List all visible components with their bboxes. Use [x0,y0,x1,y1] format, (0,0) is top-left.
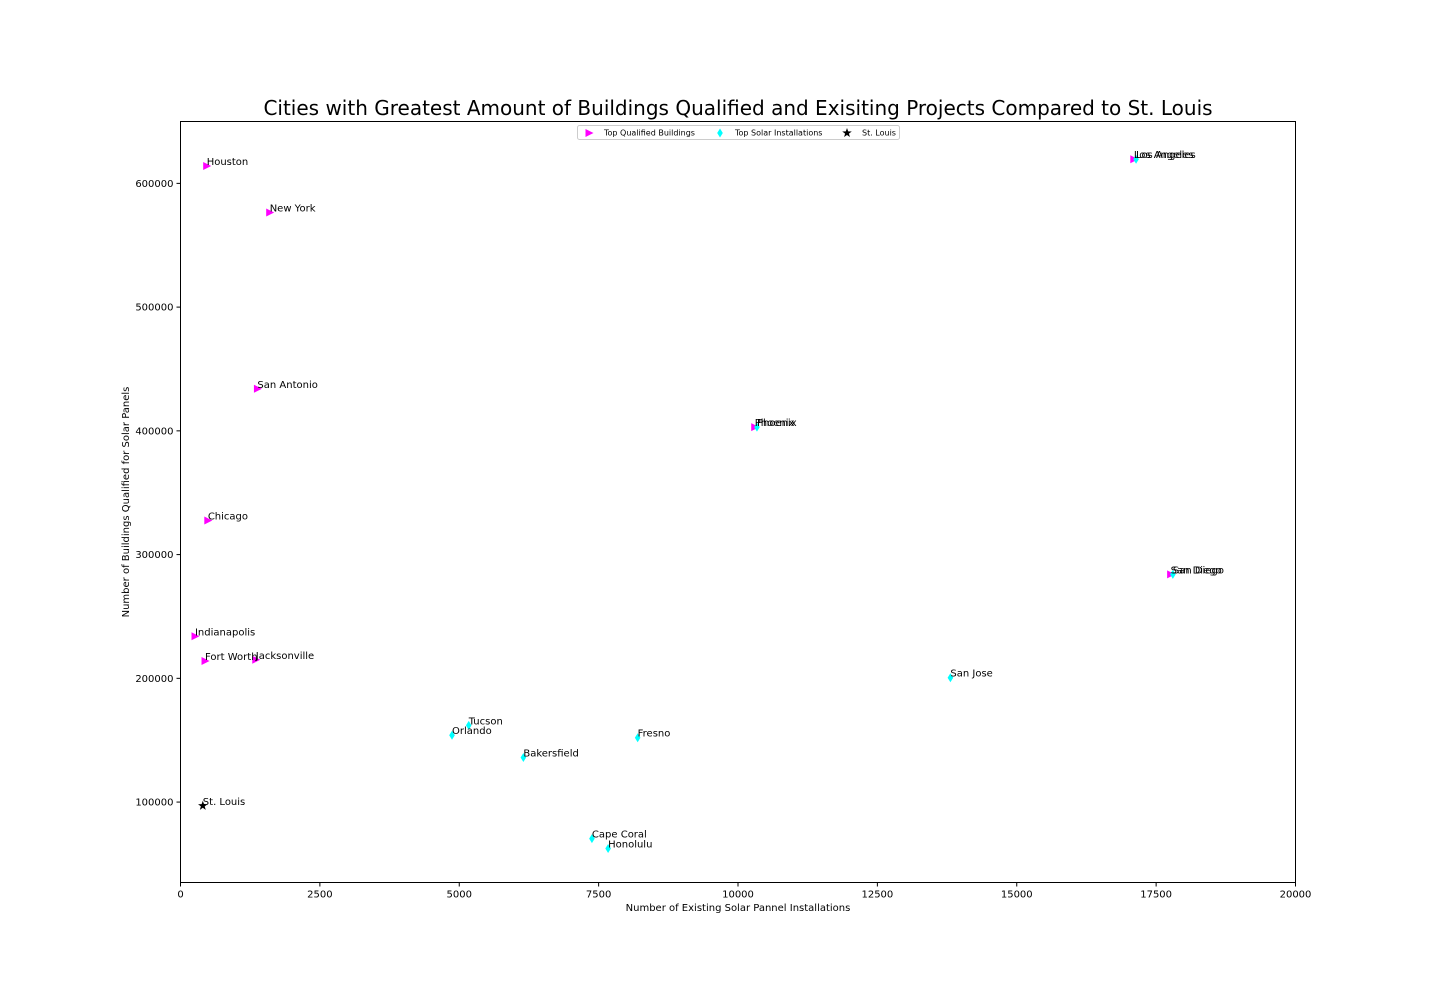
point-label: New York [270,203,316,214]
x-tick-label: 0 [177,890,183,901]
x-tick-label: 17500 [1140,890,1172,901]
data-point [266,208,275,217]
data-point [465,720,472,730]
y-tick-label: 400000 [135,426,173,437]
legend-entry: Top Solar Installations [734,129,822,138]
point-label: Phoenix [755,418,795,429]
point-label: San Diego [1171,565,1222,576]
x-tick-label: 12500 [861,890,893,901]
data-point [634,733,641,743]
data-point [191,632,200,641]
point-label: Los Angeles [1134,150,1194,161]
point-label: Tucson [468,716,503,727]
data-point [754,422,760,432]
point-label: Los Angeles [1136,150,1196,161]
legend-marker [842,128,852,138]
data-point [201,657,210,666]
data-point [253,384,262,393]
x-tick-label: 10000 [722,890,754,901]
point-labels: Houston New York San Antonio Chicago Indiana… [195,150,1224,850]
legend: Top Qualified Buildings Top Solar Install… [577,125,900,140]
legend-marker [585,129,594,137]
x-tick-label: 2500 [307,890,332,901]
data-point [449,730,455,740]
point-label: San Diego [1173,565,1224,576]
point-label: Houston [207,157,249,168]
y-tick-label: 500000 [135,303,173,314]
legend-entry: Top Qualified Buildings [603,129,695,138]
data-point [1133,154,1139,164]
chart-title: Cities with Greatest Amount of Buildings… [263,96,1212,120]
data-point [520,753,527,763]
point-label: Fort Worth [205,652,258,663]
point-label: Honolulu [608,839,652,850]
point-label: Phoenix [757,418,797,429]
legend-box [577,125,900,140]
data-point [947,673,954,683]
data-point [589,834,595,844]
y-tick-label: 600000 [135,179,173,190]
point-label: St. Louis [203,797,245,808]
x-tick-label: 15000 [1001,890,1033,901]
data-point [198,800,208,810]
data-point [252,655,261,664]
point-label: Jacksonville [255,651,314,662]
point-label: San Jose [950,669,992,680]
x-tick-label: 7500 [586,890,611,901]
data-points [191,154,1176,853]
x-tick-label: 5000 [447,890,472,901]
point-label: Cape Coral [592,830,647,841]
data-point [204,516,213,525]
point-label: Orlando [452,726,492,737]
point-label: Chicago [208,512,248,523]
legend-marker [717,128,723,138]
point-label: Fresno [638,729,671,740]
y-tick-label: 200000 [135,674,173,685]
point-label: San Antonio [257,380,317,391]
y-axis-label: Number of Buildings Qualified for Solar … [121,387,132,618]
plot-area-frame [180,121,1296,883]
legend-entry: St. Louis [862,129,896,138]
x-tick-label: 20000 [1280,890,1312,901]
data-point [605,843,611,853]
data-point [203,162,212,171]
y-tick-label: 300000 [135,550,173,561]
x-axis-label: Number of Existing Solar Pannel Installa… [626,903,851,914]
data-point [1170,569,1176,579]
axis-ticks: 0 2500 5000 7500 10000 12500 15000 17500 20000 10… [135,179,1311,901]
point-label: Indianapolis [195,627,255,638]
y-tick-label: 100000 [135,798,173,809]
point-label: Bakersfield [523,749,578,760]
